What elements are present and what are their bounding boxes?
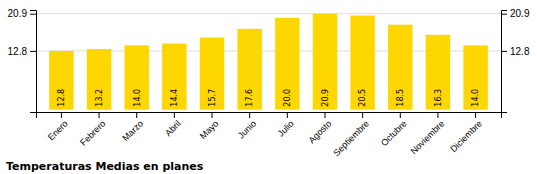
bars — [49, 14, 488, 110]
tick-mark — [437, 112, 438, 118]
tick-label: 12.8 — [8, 46, 28, 57]
axis-line — [37, 113, 502, 119]
bar — [463, 45, 487, 109]
tick-mark — [400, 112, 401, 118]
tick-label: 20.9 — [510, 8, 530, 19]
bar — [124, 45, 148, 109]
tick: 12.8 — [501, 46, 530, 57]
data-label: 20.9 — [321, 89, 330, 107]
tick-label: Julio — [276, 118, 296, 138]
tick-mark — [501, 51, 507, 52]
tick-label: Junio — [236, 118, 258, 140]
tick: Octubre — [379, 112, 409, 148]
axis-line — [30, 11, 37, 113]
data-label: 14.0 — [133, 89, 142, 107]
tick: Marzo — [120, 112, 145, 143]
tick: Febrero — [78, 112, 107, 148]
tick-label: Noviembre — [409, 118, 447, 156]
tick-mark — [212, 112, 213, 118]
tick: 12.8 — [8, 46, 36, 57]
tick: Enero — [46, 112, 70, 142]
tick-label: Septiembre — [331, 118, 371, 158]
axis-line — [502, 11, 508, 113]
x-axis: Enero Febrero Marzo Abril Mayo Junio Julio Agos… — [37, 112, 502, 158]
tick: Julio — [276, 112, 296, 139]
bar — [275, 18, 299, 110]
bar — [87, 49, 111, 110]
tick: Agosto — [307, 112, 334, 145]
tick-mark — [30, 51, 36, 52]
title: Temperaturas Medias en planes — [6, 160, 204, 173]
data-label: 15.7 — [208, 89, 217, 107]
tick-label: Agosto — [307, 118, 334, 145]
grid-line — [36, 13, 501, 14]
tick: Junio — [236, 112, 258, 141]
tick-mark — [362, 112, 363, 118]
bar — [426, 35, 450, 110]
tick-label: Enero — [46, 118, 70, 142]
bar — [350, 16, 374, 110]
y-axis-right: 12.8 20.9 — [501, 8, 530, 112]
tick-label: Abril — [163, 118, 183, 138]
bar — [313, 14, 337, 110]
data-label: 18.5 — [396, 89, 405, 107]
tick: Noviembre — [409, 112, 447, 156]
tick-mark — [30, 14, 36, 15]
tick-label: 20.9 — [8, 8, 28, 19]
data-label: 13.2 — [95, 89, 104, 107]
tick-mark — [249, 112, 250, 118]
tick: 20.9 — [8, 8, 36, 19]
data-label: 14.0 — [471, 89, 480, 107]
tick-mark — [501, 14, 507, 15]
tick: Septiembre — [331, 112, 371, 158]
tick-mark — [475, 112, 476, 118]
bar — [237, 29, 261, 110]
tick: Abril — [163, 112, 183, 138]
tick-mark — [174, 112, 175, 118]
data-label: 14.4 — [170, 89, 179, 107]
tick-mark — [61, 112, 62, 118]
bar — [200, 38, 224, 110]
tick-label: Marzo — [120, 118, 145, 143]
tick-mark — [99, 112, 100, 118]
data-labels: 12.8 13.2 14.0 14.4 15.7 17.6 20.0 20.9 20.5 18.5… — [57, 89, 480, 107]
bar — [162, 44, 186, 110]
tick: 20.9 — [501, 8, 530, 19]
tick-label: Octubre — [379, 118, 409, 148]
tick: Mayo — [198, 112, 221, 141]
tick: Diciembre — [448, 112, 484, 154]
chart: 12.8 20.9 12.8 20.9 Enero Febrero Marzo Abril Ma… — [0, 0, 537, 174]
tick-label: Febrero — [78, 118, 107, 147]
tick-label: Diciembre — [448, 118, 484, 154]
tick-mark — [287, 112, 288, 118]
data-label: 20.0 — [283, 89, 292, 107]
tick-mark — [136, 112, 137, 118]
bar — [49, 51, 73, 110]
tick-mark — [324, 112, 325, 118]
data-label: 16.3 — [434, 89, 443, 107]
tick-label: Mayo — [198, 118, 221, 141]
y-axis-left: 12.8 20.9 — [8, 8, 37, 112]
data-label: 12.8 — [57, 89, 66, 107]
data-label: 20.5 — [358, 89, 367, 107]
bar — [388, 25, 412, 110]
tick-label: 12.8 — [510, 46, 530, 57]
data-label: 17.6 — [245, 89, 254, 107]
